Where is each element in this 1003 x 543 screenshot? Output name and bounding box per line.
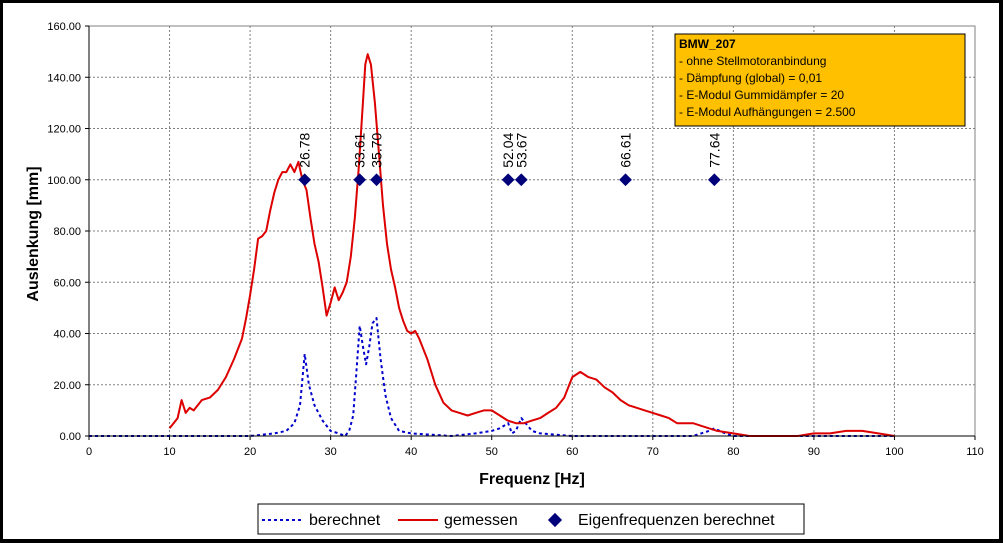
eigenfrequency-label: 77.64	[706, 133, 722, 168]
y-tick-label: 0.00	[60, 431, 81, 443]
legend-label-eigenfrequenzen: Eigenfrequenzen berechnet	[578, 512, 775, 529]
x-tick-label: 70	[647, 446, 659, 458]
x-tick-label: 100	[885, 446, 903, 458]
x-tick-label: 20	[244, 446, 256, 458]
eigenfrequency-marker	[501, 173, 515, 187]
eigenfrequency-marker	[353, 173, 367, 187]
x-tick-label: 60	[566, 446, 578, 458]
y-tick-label: 120.00	[47, 124, 81, 136]
eigenfrequency-point: 26.78	[297, 133, 313, 187]
y-tick-label: 60.00	[53, 277, 81, 289]
y-tick-label: 40.00	[53, 329, 81, 341]
x-tick-label: 0	[86, 446, 92, 458]
x-tick-label: 80	[727, 446, 739, 458]
eigenfrequency-label: 33.61	[352, 133, 368, 168]
x-axis-title: Frequenz [Hz]	[479, 471, 585, 488]
x-tick-label: 30	[325, 446, 337, 458]
eigenfrequency-label: 52.04	[500, 133, 516, 168]
y-tick-label: 140.00	[47, 72, 81, 84]
legend-label-gemessen: gemessen	[444, 512, 518, 529]
y-tick-label: 80.00	[53, 226, 81, 238]
eigenfrequency-marker	[298, 173, 312, 187]
x-tick-label: 40	[405, 446, 417, 458]
eigenfrequency-point: 33.61	[352, 133, 368, 187]
y-axis-ticks: 0.00 20.00 40.00 60.00 80.00 100.00 120.00 140.…	[47, 21, 89, 443]
annotation-line: - E-Modul Aufhängungen = 2.500	[679, 105, 856, 119]
eigenfrequency-point: 52.04	[500, 133, 516, 187]
eigenfrequency-label: 53.67	[513, 133, 529, 168]
annotation-line: - Dämpfung (global) = 0,01	[679, 71, 822, 85]
eigenfrequency-point: 35.70	[369, 133, 385, 187]
annotation-line: - E-Modul Gummidämpfer = 20	[679, 88, 844, 102]
x-tick-label: 10	[163, 446, 175, 458]
legend-label-berechnet: berechnet	[309, 512, 381, 529]
eigenfrequency-label: 26.78	[297, 133, 313, 168]
y-tick-label: 20.00	[53, 380, 81, 392]
y-tick-label: 100.00	[47, 175, 81, 187]
legend: berechnet gemessen Eigenfrequenzen berec…	[257, 503, 805, 535]
x-tick-label: 50	[486, 446, 498, 458]
legend-box	[257, 503, 805, 535]
eigenfrequency-label: 66.61	[618, 133, 634, 168]
series-line-berechnet	[89, 317, 895, 437]
y-tick-label: 160.00	[47, 21, 81, 33]
x-tick-label: 90	[808, 446, 820, 458]
eigenfrequency-marker	[370, 173, 383, 187]
legend-swatch-eigenfrequenzen	[547, 512, 563, 528]
x-axis-ticks: 0 10 20 30 40 50 60 70 80 90 100 110	[86, 436, 984, 458]
series-line-gemessen	[168, 53, 895, 437]
series-layer	[89, 53, 895, 437]
annotation-title: BMW_207	[679, 37, 736, 51]
eigenfrequency-label: 35.70	[369, 133, 385, 168]
y-axis-title: Auslenkung [mm]	[25, 166, 42, 301]
annotation-line: - ohne Stellmotoranbindung	[679, 54, 826, 68]
annotation-background	[674, 33, 966, 127]
annotation-box: BMW_207 - ohne Stellmotoranbindung - Däm…	[674, 33, 966, 127]
x-tick-label: 110	[966, 446, 984, 458]
